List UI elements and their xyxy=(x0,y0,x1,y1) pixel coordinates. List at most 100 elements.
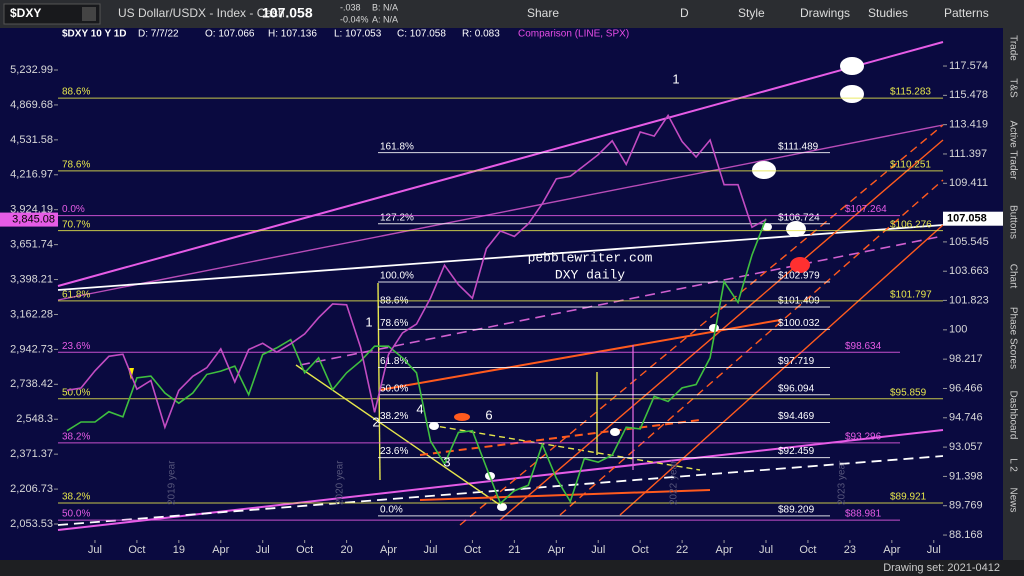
comparison: Comparison (LINE, SPX) xyxy=(518,29,629,40)
y2-tick-label: 2,206.73 xyxy=(10,483,53,495)
sidebar-tab[interactable]: Phase Scores xyxy=(1007,307,1018,369)
y-tick-label: 93.057 xyxy=(949,441,983,453)
y2-tick-label: 2,942.73 xyxy=(10,343,53,355)
chart-symbol: $DXY 10 Y 1D xyxy=(62,29,127,40)
y2-tick-label: 3,651.74 xyxy=(10,239,53,251)
sidebar-tab[interactable]: T&S xyxy=(1007,78,1018,98)
bid: B: N/A xyxy=(372,2,398,12)
wave-label: 2 xyxy=(372,414,379,429)
fib-pct: 70.7% xyxy=(62,219,90,230)
x-tick-label: Jul xyxy=(423,544,437,556)
ask: A: N/A xyxy=(372,14,398,24)
sidebar-tab[interactable]: L 2 xyxy=(1007,458,1018,472)
wave-label: 1 xyxy=(365,314,372,329)
year-label: 2020 year xyxy=(335,460,346,505)
ohlc-field: D: 7/7/22 xyxy=(138,29,179,40)
chart-area xyxy=(0,28,1003,560)
fib-pct: 23.6% xyxy=(62,341,90,352)
toolbar-button[interactable]: Share xyxy=(527,6,559,20)
ohlc-field: H: 107.136 xyxy=(268,29,317,40)
x-tick-label: 22 xyxy=(676,544,688,556)
x-tick-label: Apr xyxy=(715,544,732,556)
symbol[interactable]: $DXY xyxy=(10,6,41,20)
fib-price: $92.459 xyxy=(778,446,815,457)
toolbar-button[interactable]: Patterns xyxy=(944,6,989,20)
symbol-box[interactable] xyxy=(3,3,101,25)
ohlc-field: R: 0.083 xyxy=(462,29,500,40)
x-tick-label: Oct xyxy=(632,544,649,556)
x-tick-label: 19 xyxy=(173,544,185,556)
last-tag-spx xyxy=(0,212,58,227)
toolbar-button[interactable]: Style xyxy=(738,6,765,20)
y2-tick-label: 2,738.42 xyxy=(10,378,53,390)
last-price: 107.058 xyxy=(262,5,313,21)
y2-tick-label: 4,531.58 xyxy=(10,134,53,146)
fib-price: $106.724 xyxy=(778,212,820,223)
x-tick-label: Jul xyxy=(256,544,270,556)
wave-label: 1 xyxy=(672,71,679,86)
year-label: 2023 year xyxy=(837,460,848,505)
y2-tick-label: 3,398.21 xyxy=(10,273,53,285)
fib-pct: 23.6% xyxy=(380,446,408,457)
fib-pct: 50.0% xyxy=(62,509,90,520)
x-tick-label: Apr xyxy=(212,544,229,556)
series-line xyxy=(66,218,767,505)
sidebar-tab[interactable]: News xyxy=(1007,487,1018,512)
sidebar-tab[interactable]: Chart xyxy=(1007,264,1018,289)
fib-pct: 0.0% xyxy=(62,204,85,215)
sidebar-tab[interactable]: Buttons xyxy=(1007,205,1018,239)
symbol-dropdown[interactable] xyxy=(82,7,96,21)
sidebar-tab[interactable]: Dashboard xyxy=(1007,391,1018,440)
y-tick-label: 115.478 xyxy=(949,89,988,101)
description: US Dollar/USDX - Index - Cash xyxy=(118,6,285,20)
fib-price: $89.921 xyxy=(890,492,927,503)
year-label: 2022 year xyxy=(669,460,680,505)
sidebar xyxy=(1003,28,1024,560)
fib-price: $107.264 xyxy=(845,204,887,215)
fib-pct: 38.2% xyxy=(62,492,90,503)
fib-pct: 50.0% xyxy=(62,387,90,398)
fib-price: $115.283 xyxy=(890,87,931,98)
drawing-set[interactable]: Drawing set: 2021-0412 xyxy=(883,562,1000,574)
x-tick-label: Oct xyxy=(799,544,816,556)
fib-price: $106.276 xyxy=(890,219,932,230)
x-tick-label: Jul xyxy=(88,544,102,556)
toolbar xyxy=(0,0,1024,28)
y-tick-label: 88.168 xyxy=(949,529,983,541)
x-tick-label: Jul xyxy=(927,544,941,556)
fib-price: $98.634 xyxy=(845,341,882,352)
fib-pct: 127.2% xyxy=(380,212,414,223)
wave-label: 6 xyxy=(485,407,492,422)
toolbar-button[interactable]: D xyxy=(680,6,689,20)
fib-pct: 38.2% xyxy=(380,411,408,422)
change: -.038 xyxy=(340,2,361,12)
ohlc-field: O: 107.066 xyxy=(205,29,255,40)
x-tick-label: Apr xyxy=(380,544,397,556)
y2-tick-label: 2,053.53 xyxy=(10,518,53,530)
x-tick-label: Oct xyxy=(128,544,145,556)
toolbar-button[interactable]: Drawings xyxy=(800,6,850,20)
toolbar-button[interactable]: Studies xyxy=(868,6,908,20)
annotation: DXY daily xyxy=(555,267,625,282)
fib-price: $94.469 xyxy=(778,411,815,422)
fib-price: $102.979 xyxy=(778,271,820,282)
x-tick-label: Jul xyxy=(591,544,605,556)
x-tick-label: Oct xyxy=(296,544,313,556)
sidebar-tab[interactable]: Trade xyxy=(1007,35,1018,61)
series-line xyxy=(66,113,767,430)
fib-price: $89.209 xyxy=(778,505,815,516)
fib-price: $97.719 xyxy=(778,356,815,367)
fib-pct: 100.0% xyxy=(380,271,414,282)
x-tick-label: 23 xyxy=(844,544,856,556)
x-tick-label: Oct xyxy=(464,544,481,556)
y-tick-label: 100 xyxy=(949,324,967,336)
sidebar-tab[interactable]: Active Trader xyxy=(1007,121,1018,181)
last-value: 107.058 xyxy=(947,213,987,225)
y-tick-label: 111.397 xyxy=(949,148,987,160)
change-pct: -0.04% xyxy=(340,14,369,24)
fib-pct: 61.8% xyxy=(380,356,408,367)
fib-price: $110.251 xyxy=(890,159,931,170)
wave-label: 3 xyxy=(443,454,450,469)
y2-tick-label: 3,162.28 xyxy=(10,308,53,320)
